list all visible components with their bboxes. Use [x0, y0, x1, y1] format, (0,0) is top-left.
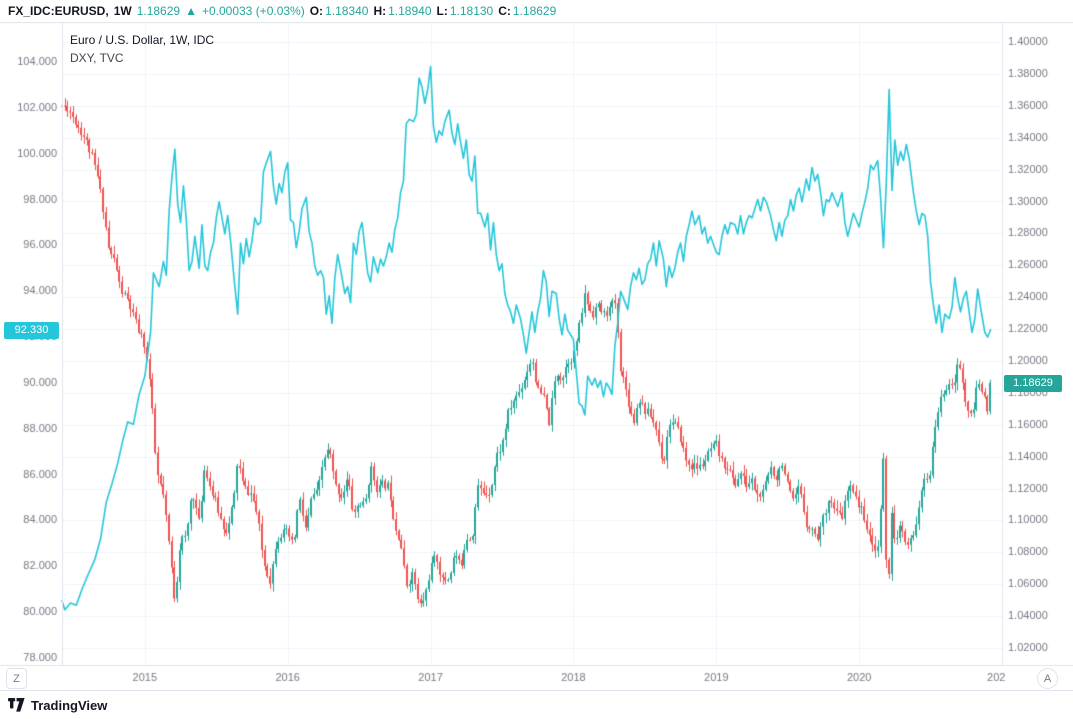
close-pair: C: 1.18629 [498, 4, 556, 18]
timezone-button[interactable]: Z [6, 668, 27, 689]
low-value: 1.18130 [449, 4, 494, 18]
symbol-name[interactable]: FX_IDC:EURUSD, [8, 4, 109, 18]
change-arrow-icon: ▲ [185, 4, 197, 18]
interval-label[interactable]: 1W [113, 4, 132, 18]
high-value: 1.18940 [388, 4, 432, 18]
high-label: H: [373, 4, 387, 18]
last-price: 1.18629 [136, 4, 181, 18]
high-pair: H: 1.18940 [373, 4, 431, 18]
close-value: 1.18629 [512, 4, 557, 18]
open-label: O: [309, 4, 324, 18]
price-change: +0.00033 (+0.03%) [201, 4, 305, 18]
auto-scale-button[interactable]: A [1037, 668, 1058, 689]
tradingview-brand[interactable]: TradingView [31, 697, 108, 713]
tradingview-logo-icon[interactable] [8, 698, 25, 712]
open-pair: O: 1.18340 [310, 4, 369, 18]
dxy-current-price-label: 92.330 [4, 322, 59, 339]
chart-area: Euro / U.S. Dollar, 1W, IDC DXY, TVC 92.… [0, 22, 1073, 690]
close-label: C: [498, 4, 511, 18]
low-pair: L: 1.18130 [437, 4, 494, 18]
price-chart-canvas[interactable] [0, 22, 1073, 690]
footer: TradingView [0, 690, 1073, 719]
low-label: L: [436, 4, 448, 18]
symbol-info-bar: FX_IDC:EURUSD, 1W 1.18629 ▲ +0.00033 (+0… [0, 0, 1073, 22]
eurusd-current-price-label: 1.18629 [1004, 375, 1062, 392]
open-value: 1.18340 [325, 4, 369, 18]
